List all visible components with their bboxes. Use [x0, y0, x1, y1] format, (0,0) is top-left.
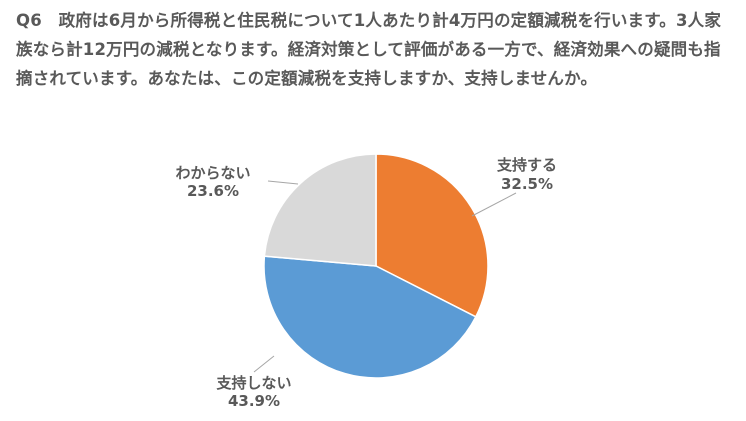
slice-value-label: 32.5%: [501, 175, 553, 193]
slice-name-label: 支持しない: [215, 374, 291, 392]
leader-line-1: [471, 192, 517, 217]
pie-slice-2: [263, 255, 477, 379]
chart-title: Q6 政府は6月から所得税と住民税について1人あたり計4万円の定額減税を行います…: [16, 11, 722, 88]
leader-line-2: [253, 355, 275, 373]
pie-slice-3: [263, 153, 377, 267]
pie-slice-1: [375, 153, 489, 318]
slice-name-label: 支持する: [496, 156, 557, 174]
leader-line-3: [267, 180, 299, 185]
leader-lines: [253, 180, 517, 373]
slice-name-label: わからない: [175, 164, 250, 182]
slice-value-label: 23.6%: [187, 182, 239, 200]
pie-slices: [263, 153, 489, 379]
slice-value-label: 43.9%: [228, 392, 280, 410]
